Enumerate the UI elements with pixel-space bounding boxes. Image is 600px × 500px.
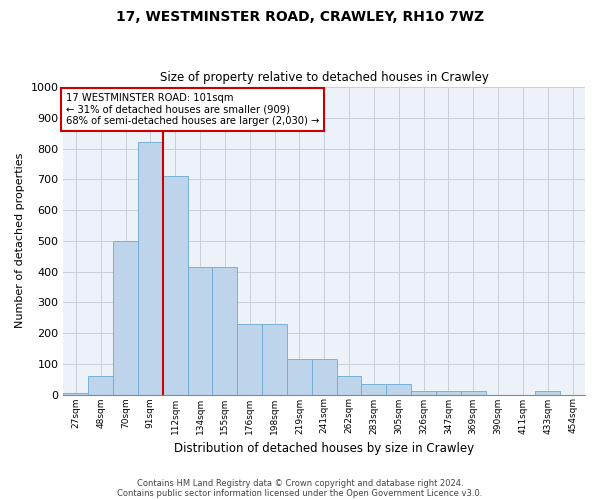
Bar	[237, 324, 262, 394]
Bar	[312, 359, 337, 394]
Bar	[113, 241, 138, 394]
Bar	[64, 393, 88, 394]
Bar	[436, 392, 461, 394]
Text: Contains public sector information licensed under the Open Government Licence v3: Contains public sector information licen…	[118, 488, 482, 498]
Bar	[262, 324, 287, 394]
Bar	[361, 384, 386, 394]
Bar	[138, 142, 163, 394]
Bar	[337, 376, 361, 394]
Bar	[163, 176, 188, 394]
Bar	[535, 392, 560, 394]
Bar	[411, 392, 436, 394]
Bar	[461, 392, 485, 394]
Text: Contains HM Land Registry data © Crown copyright and database right 2024.: Contains HM Land Registry data © Crown c…	[137, 478, 463, 488]
Text: 17, WESTMINSTER ROAD, CRAWLEY, RH10 7WZ: 17, WESTMINSTER ROAD, CRAWLEY, RH10 7WZ	[116, 10, 484, 24]
Bar	[287, 359, 312, 394]
Bar	[212, 267, 237, 394]
X-axis label: Distribution of detached houses by size in Crawley: Distribution of detached houses by size …	[174, 442, 474, 455]
Y-axis label: Number of detached properties: Number of detached properties	[15, 153, 25, 328]
Bar	[88, 376, 113, 394]
Bar	[188, 267, 212, 394]
Title: Size of property relative to detached houses in Crawley: Size of property relative to detached ho…	[160, 72, 488, 85]
Bar	[386, 384, 411, 394]
Text: 17 WESTMINSTER ROAD: 101sqm
← 31% of detached houses are smaller (909)
68% of se: 17 WESTMINSTER ROAD: 101sqm ← 31% of det…	[66, 93, 319, 126]
